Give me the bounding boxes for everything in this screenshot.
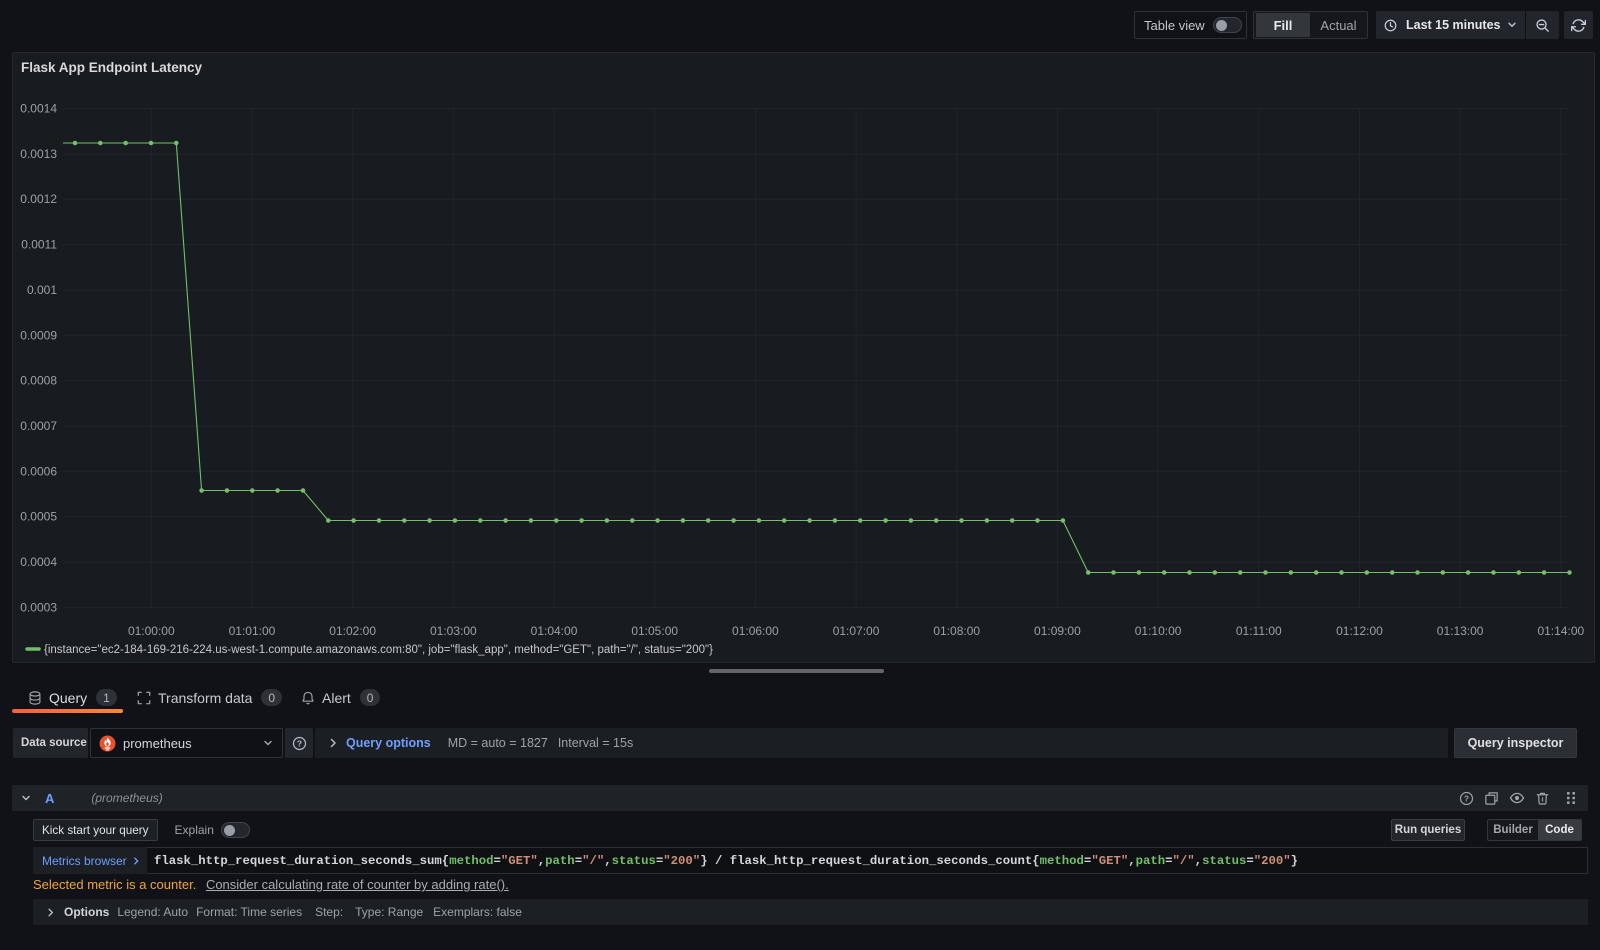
svg-text:01:04:00: 01:04:00 — [531, 624, 578, 638]
svg-text:0.0011: 0.0011 — [21, 238, 57, 252]
svg-text:01:13:00: 01:13:00 — [1437, 624, 1484, 638]
svg-text:0.0014: 0.0014 — [20, 102, 57, 116]
svg-text:01:07:00: 01:07:00 — [833, 624, 880, 638]
svg-text:01:14:00: 01:14:00 — [1537, 624, 1584, 638]
svg-text:01:02:00: 01:02:00 — [329, 624, 376, 638]
svg-text:01:10:00: 01:10:00 — [1135, 624, 1182, 638]
svg-text:?: ? — [1464, 793, 1469, 803]
svg-text:0.0005: 0.0005 — [20, 510, 57, 524]
svg-text:01:09:00: 01:09:00 — [1034, 624, 1081, 638]
svg-text:01:01:00: 01:01:00 — [229, 624, 276, 638]
svg-text:0.0009: 0.0009 — [20, 328, 57, 342]
svg-text:01:08:00: 01:08:00 — [933, 624, 980, 638]
svg-text:01:12:00: 01:12:00 — [1336, 624, 1383, 638]
svg-text:0.001: 0.001 — [27, 283, 57, 297]
svg-text:01:11:00: 01:11:00 — [1236, 624, 1282, 638]
svg-text:?: ? — [296, 738, 301, 748]
svg-text:01:00:00: 01:00:00 — [128, 624, 175, 638]
svg-text:0.0004: 0.0004 — [20, 555, 57, 569]
svg-text:01:05:00: 01:05:00 — [631, 624, 678, 638]
svg-text:0.0003: 0.0003 — [20, 600, 57, 614]
svg-text:0.0012: 0.0012 — [20, 192, 57, 206]
svg-text:01:06:00: 01:06:00 — [732, 624, 779, 638]
svg-text:0.0007: 0.0007 — [20, 419, 57, 433]
svg-text:0.0008: 0.0008 — [20, 374, 57, 388]
svg-text:0.0013: 0.0013 — [20, 147, 57, 161]
svg-text:01:03:00: 01:03:00 — [430, 624, 477, 638]
svg-text:{instance="ec2-184-169-216-224: {instance="ec2-184-169-216-224.us-west-1… — [44, 644, 713, 656]
svg-text:0.0006: 0.0006 — [20, 464, 57, 478]
